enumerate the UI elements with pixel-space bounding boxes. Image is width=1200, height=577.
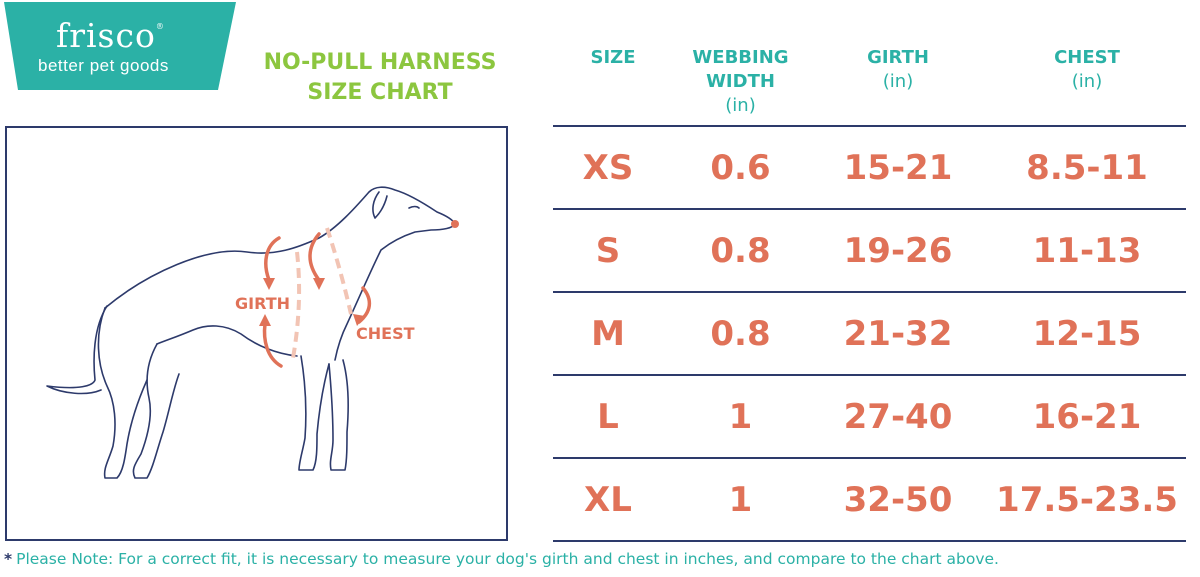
cell-size: S — [595, 231, 621, 271]
cell-webbing: 0.8 — [710, 314, 771, 354]
cell-size: M — [591, 314, 625, 354]
table-row: L 1 27-40 16-21 — [553, 376, 1186, 458]
divider — [553, 374, 1186, 376]
chest-label: CHEST — [356, 324, 415, 343]
cell-chest: 12-15 — [1032, 314, 1142, 354]
divider — [553, 208, 1186, 210]
header-girth-label: GIRTH — [867, 47, 929, 68]
divider — [553, 457, 1186, 459]
cell-chest: 17.5-23.5 — [996, 480, 1178, 520]
chart-title: NO-PULL HARNESS SIZE CHART — [250, 48, 510, 108]
cell-girth: 21-32 — [843, 314, 953, 354]
table-row: XL 1 32-50 17.5-23.5 — [553, 459, 1186, 541]
divider — [553, 125, 1186, 127]
cell-webbing: 1 — [728, 480, 753, 520]
cell-chest: 16-21 — [1032, 397, 1142, 437]
cell-girth: 19-26 — [843, 231, 953, 271]
cell-size: L — [597, 397, 619, 437]
cell-size: XL — [584, 480, 632, 520]
logo-banner-shape — [4, 2, 236, 90]
header-girth-unit: (in) — [882, 71, 914, 92]
brand-logo: frisco® better pet goods — [4, 2, 236, 90]
cell-webbing: 0.8 — [710, 231, 771, 271]
fit-note: * Please Note: For a correct fit, it is n… — [4, 550, 999, 568]
header-chest-unit: (in) — [1071, 71, 1103, 92]
header-webbing-width: WEBBING WIDTH (in) — [678, 46, 803, 118]
table-row: M 0.8 21-32 12-15 — [553, 293, 1186, 375]
chart-title-line2: SIZE CHART — [307, 80, 453, 105]
note-text: Please Note: For a correct fit, it is ne… — [16, 550, 999, 568]
header-size-label: SIZE — [590, 47, 636, 68]
cell-girth: 32-50 — [843, 480, 953, 520]
dog-measurement-diagram: GIRTH CHEST — [5, 126, 508, 541]
cell-girth: 15-21 — [843, 148, 953, 188]
cell-webbing: 0.6 — [710, 148, 771, 188]
header-webbing-unit: (in) — [725, 95, 756, 116]
header-girth: GIRTH (in) — [818, 46, 978, 94]
table-row: XS 0.6 15-21 8.5-11 — [553, 127, 1186, 209]
chart-title-line1: NO-PULL HARNESS — [263, 50, 497, 75]
cell-webbing: 1 — [728, 397, 753, 437]
note-asterisk: * — [4, 550, 13, 568]
logo-tagline: better pet goods — [38, 56, 169, 75]
dog-illustration — [46, 186, 459, 479]
header-webbing-label: WEBBING WIDTH — [692, 47, 789, 92]
table-row: S 0.8 19-26 11-13 — [553, 210, 1186, 292]
header-chest: CHEST (in) — [988, 46, 1186, 94]
divider — [553, 540, 1186, 542]
cell-size: XS — [582, 148, 634, 188]
cell-chest: 8.5-11 — [1026, 148, 1148, 188]
header-size: SIZE — [553, 46, 673, 70]
cell-girth: 27-40 — [843, 397, 953, 437]
divider — [553, 291, 1186, 293]
girth-label: GIRTH — [235, 294, 290, 313]
cell-chest: 11-13 — [1032, 231, 1142, 271]
header-chest-label: CHEST — [1054, 47, 1120, 68]
logo-wordmark: frisco® — [56, 16, 165, 55]
